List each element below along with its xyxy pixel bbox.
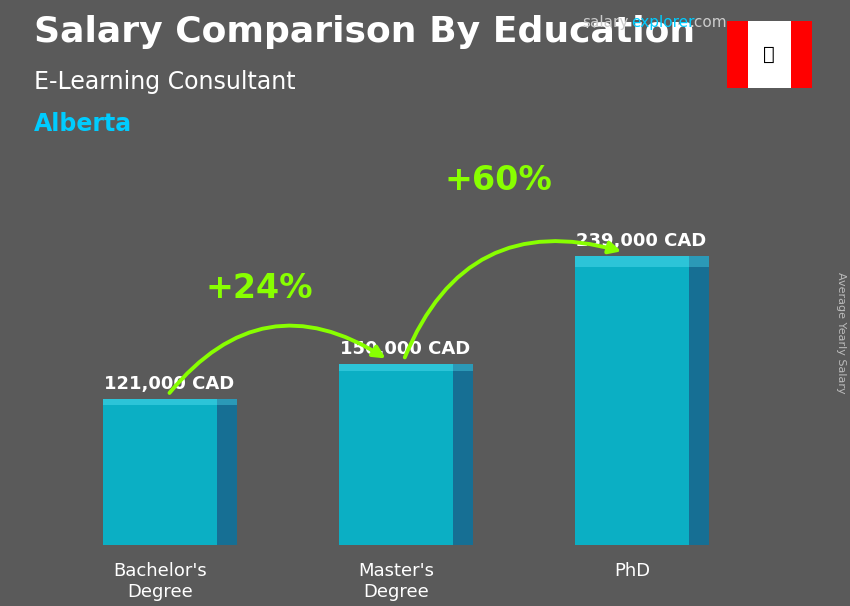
- Bar: [452, 364, 473, 545]
- Text: 🍁: 🍁: [763, 45, 775, 64]
- Bar: [790, 21, 812, 88]
- Bar: [727, 21, 748, 88]
- Bar: [688, 256, 709, 267]
- Bar: [217, 399, 237, 545]
- Text: salary: salary: [582, 15, 629, 30]
- Bar: [103, 399, 217, 405]
- Bar: [103, 399, 217, 545]
- Text: +60%: +60%: [445, 164, 552, 197]
- Text: +24%: +24%: [205, 272, 313, 305]
- Text: Average Yearly Salary: Average Yearly Salary: [836, 273, 846, 394]
- Bar: [452, 364, 473, 371]
- Text: Salary Comparison By Education: Salary Comparison By Education: [34, 15, 695, 49]
- Bar: [339, 364, 452, 545]
- Text: explorer: explorer: [632, 15, 695, 30]
- Bar: [688, 256, 709, 545]
- Bar: [748, 21, 790, 88]
- Text: 121,000 CAD: 121,000 CAD: [104, 375, 234, 393]
- Text: E-Learning Consultant: E-Learning Consultant: [34, 70, 296, 94]
- Bar: [339, 364, 452, 371]
- Bar: [575, 256, 688, 267]
- Text: .com: .com: [689, 15, 727, 30]
- Bar: [217, 399, 237, 405]
- Text: 150,000 CAD: 150,000 CAD: [340, 339, 470, 358]
- Text: Alberta: Alberta: [34, 112, 132, 136]
- Bar: [575, 256, 688, 545]
- Text: 239,000 CAD: 239,000 CAD: [575, 231, 706, 250]
